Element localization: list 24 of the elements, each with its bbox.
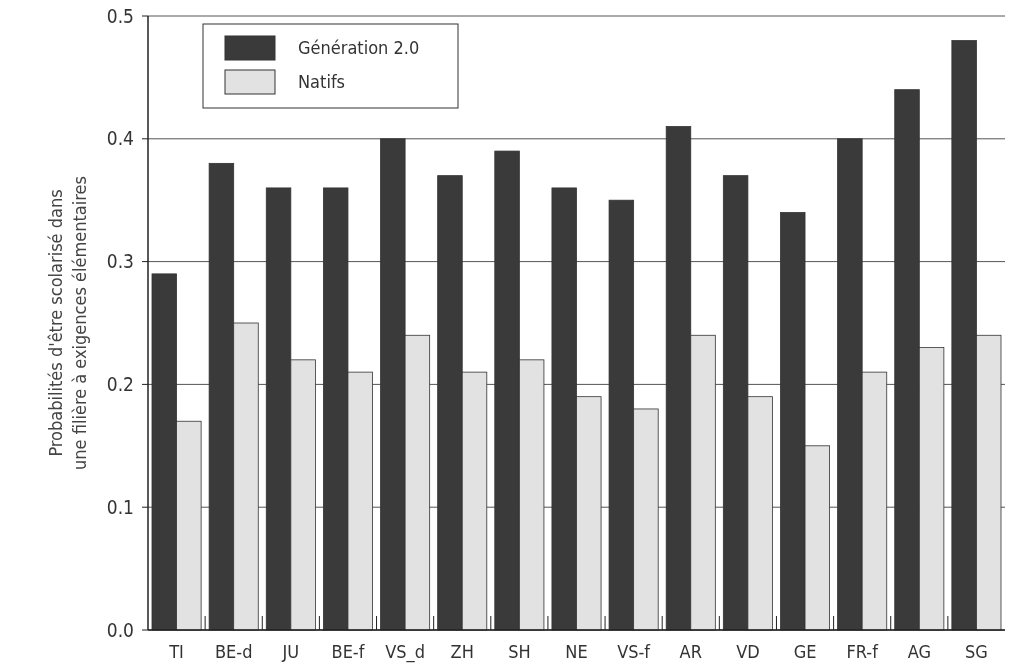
legend-label: Natifs [298, 71, 346, 93]
x-tick-label: FR-f [846, 641, 880, 662]
y-tick-label: 0.4 [106, 127, 134, 150]
x-tick-label: JU [281, 641, 300, 662]
x-tick-label: GE [793, 641, 817, 662]
x-tick-label: SG [965, 641, 988, 662]
x-tick-label: VS-f [617, 641, 652, 662]
x-tick-label: TI [168, 641, 184, 662]
x-tick-label: BE-f [331, 641, 366, 662]
x-tick-label: ZH [450, 641, 474, 662]
x-tick-label: AR [679, 641, 702, 662]
y-tick-label: 0.0 [106, 618, 134, 641]
y-tick-label: 0.3 [106, 250, 134, 273]
y-tick-label: 0.5 [106, 4, 134, 27]
y-axis-title: Probabilités d'être scolarisé dans une filière à exigences élémentaires [45, 176, 90, 470]
x-tick-label: AG [907, 641, 931, 662]
y-tick-label: 0.2 [106, 373, 134, 396]
x-tick-label: VS_d [385, 641, 425, 663]
x-tick-label: SH [508, 641, 531, 662]
legend-label: Génération 2.0 [298, 37, 420, 59]
x-tick-label: VD [736, 641, 760, 662]
x-tick-label: NE [565, 641, 588, 662]
x-tick-label: BE-d [214, 641, 253, 662]
y-tick-label: 0.1 [106, 495, 134, 518]
